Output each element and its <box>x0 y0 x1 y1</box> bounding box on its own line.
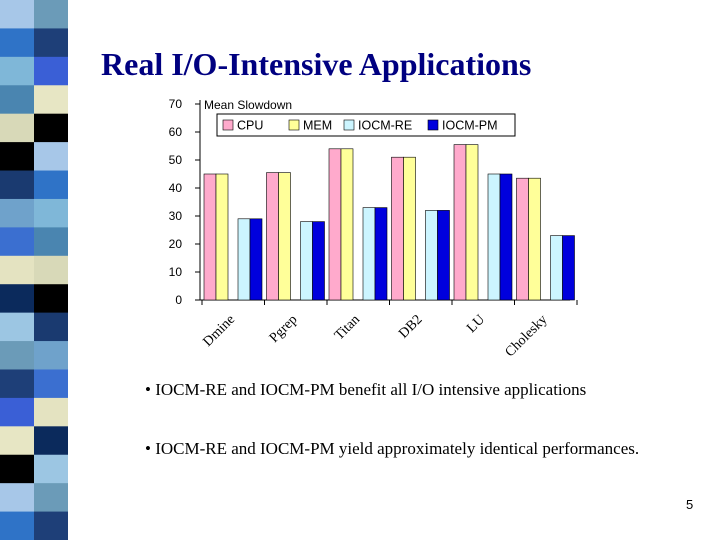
y-tick-label: 20 <box>169 237 183 251</box>
stripe-block <box>0 312 34 342</box>
y-axis-label: Mean Slowdown <box>204 98 292 112</box>
stripe-block <box>34 511 68 540</box>
y-tick-label: 60 <box>169 125 183 139</box>
stripe-block <box>34 426 68 456</box>
stripe-block <box>34 341 68 370</box>
stripe-block <box>34 142 68 172</box>
stripe-block <box>0 113 34 143</box>
stripe-block <box>34 483 68 513</box>
stripe-block <box>34 0 68 29</box>
legend-label-mem: MEM <box>303 119 332 133</box>
bar-mem-cholesky <box>528 177 541 301</box>
bar-cpu-titan <box>328 148 342 301</box>
stripe-block <box>34 227 68 257</box>
legend-swatch-mem <box>288 119 300 131</box>
stripe-block <box>34 170 68 200</box>
bar-iocm-re-lu <box>487 173 501 301</box>
stripe-block <box>0 255 34 285</box>
bar-iocm-re-cholesky <box>550 235 563 301</box>
bar-iocm-pm-cholesky <box>562 235 575 301</box>
stripe-block <box>0 56 34 86</box>
y-tick-label: 10 <box>169 265 183 279</box>
decorative-side-stripe <box>0 0 68 540</box>
bar-iocm-pm-dmine <box>249 218 263 301</box>
bar-iocm-pm-titan <box>374 207 388 301</box>
bar-cpu-cholesky <box>516 177 529 301</box>
stripe-block <box>0 170 34 200</box>
stripe-block <box>34 369 68 399</box>
y-tick-label: 0 <box>175 293 182 307</box>
stripe-block <box>0 198 34 228</box>
stripe-block <box>34 113 68 143</box>
x-tick-label: Dmine <box>201 312 239 350</box>
bar-iocm-pm-pgrep <box>312 221 325 301</box>
bar-cpu-dmine <box>203 173 217 301</box>
stripe-block <box>0 426 34 456</box>
legend-label-iocm-pm: IOCM-PM <box>442 119 498 133</box>
y-tick-label: 30 <box>169 209 183 223</box>
stripe-block <box>34 28 68 58</box>
legend-swatch-cpu <box>222 119 234 131</box>
mean-slowdown-bar-chart: 0 10 20 30 40 50 60 70 Mean Slowdown Dmine Pgrep Ti… <box>169 97 578 360</box>
bullet-1: • IOCM-RE and IOCM-PM benefit all I/O in… <box>145 380 587 399</box>
bar-iocm-re-db2 <box>425 210 438 301</box>
stripe-block <box>0 227 34 257</box>
stripe-block <box>34 284 68 314</box>
legend: CPU MEM IOCM-RE IOCM-PM <box>216 113 516 137</box>
bar-cpu-pgrep <box>266 172 279 301</box>
stripe-block <box>0 483 34 513</box>
stripe-block <box>0 284 34 314</box>
x-tick-label: LU <box>464 312 488 336</box>
stripe-block <box>34 85 68 115</box>
bar-mem-pgrep <box>278 172 291 301</box>
bar-mem-lu <box>465 144 479 301</box>
bar-iocm-re-dmine <box>237 218 251 301</box>
bar-iocm-re-titan <box>362 207 376 301</box>
x-tick-label: Cholesky <box>503 312 551 360</box>
stripe-block <box>0 341 34 370</box>
stripe-block <box>34 454 68 484</box>
y-tick-label: 70 <box>169 97 183 111</box>
legend-swatch-iocm-re <box>343 119 355 131</box>
x-tick-label: DB2 <box>396 312 425 341</box>
slide-title: Real I/O-Intensive Applications <box>101 46 532 82</box>
stripe-block <box>0 0 34 29</box>
x-tick-label: Pgrep <box>267 312 301 346</box>
stripe-block <box>34 56 68 86</box>
bar-iocm-re-pgrep <box>300 221 313 301</box>
bar-iocm-pm-lu <box>499 173 513 301</box>
bar-mem-dmine <box>215 173 229 301</box>
stripe-block <box>34 255 68 285</box>
stripe-block <box>0 369 34 399</box>
y-tick-label: 50 <box>169 153 183 167</box>
stripe-block <box>0 454 34 484</box>
legend-label-cpu: CPU <box>237 119 263 133</box>
stripe-block <box>0 85 34 115</box>
bar-mem-db2 <box>403 156 416 301</box>
bar-cpu-lu <box>453 144 467 301</box>
y-tick-label: 40 <box>169 181 183 195</box>
legend-box <box>216 113 516 137</box>
bar-mem-titan <box>340 148 354 301</box>
stripe-block <box>0 142 34 172</box>
stripe-block <box>34 198 68 228</box>
legend-label-iocm-re: IOCM-RE <box>358 119 412 133</box>
stripe-block <box>0 28 34 58</box>
stripe-block <box>34 312 68 342</box>
stripe-block <box>0 397 34 427</box>
bar-iocm-pm-db2 <box>437 210 450 301</box>
page-number: 5 <box>686 497 694 512</box>
legend-swatch-iocm-pm <box>427 119 439 131</box>
bullet-2: • IOCM-RE and IOCM-PM yield approximatel… <box>145 439 640 458</box>
stripe-block <box>0 511 34 540</box>
x-tick-label: Titan <box>332 312 363 343</box>
stripe-block <box>34 397 68 427</box>
bar-cpu-db2 <box>391 156 404 301</box>
